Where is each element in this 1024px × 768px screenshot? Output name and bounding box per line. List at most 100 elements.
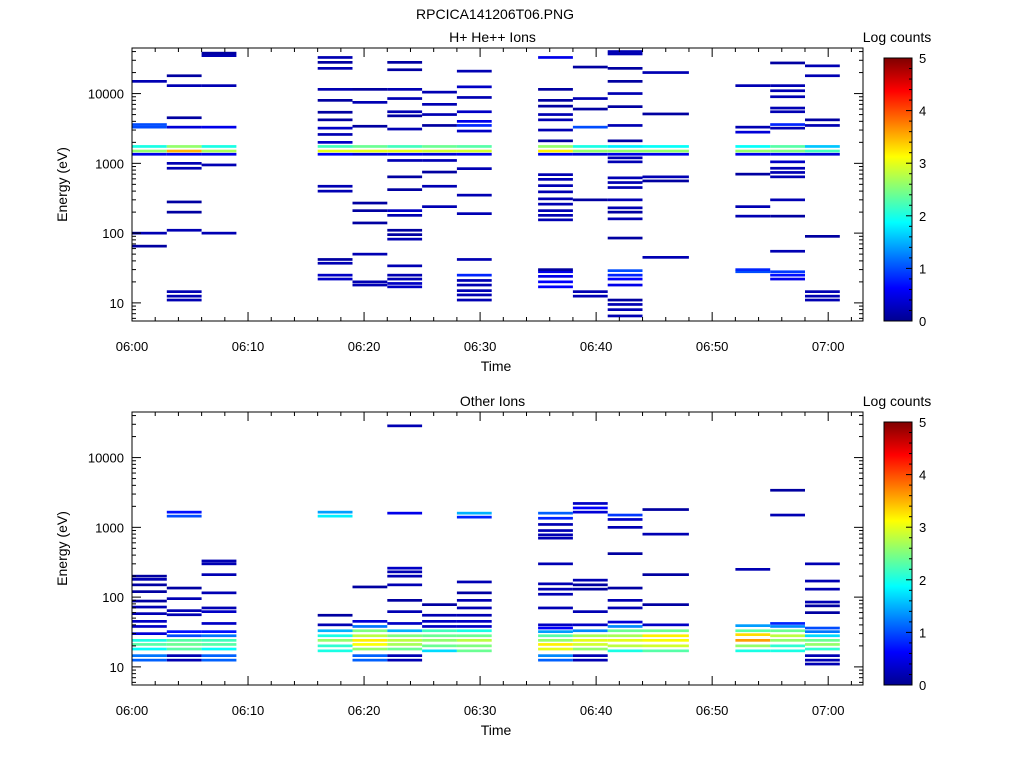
heatmap-cell (572, 634, 608, 638)
heatmap-cell (572, 578, 608, 582)
heatmap-cell (456, 634, 492, 638)
colorbar-tick-label: 4 (919, 104, 926, 119)
heatmap-cell (572, 107, 608, 111)
colorbar-tick-label: 3 (919, 520, 926, 535)
heatmap-cell (607, 160, 643, 164)
heatmap-cell (607, 186, 643, 189)
heatmap-cell (538, 523, 573, 526)
heatmap-column (538, 511, 573, 662)
heatmap-cell (770, 273, 805, 277)
heatmap-cell (572, 658, 608, 662)
heatmap-cell (201, 149, 237, 153)
heatmap-cell (422, 152, 457, 156)
heatmap-cell (201, 562, 237, 566)
heatmap-cell (770, 160, 805, 164)
heatmap-cell (642, 149, 689, 153)
heatmap-cell (538, 647, 573, 651)
heatmap-cell (607, 206, 643, 210)
heatmap-cell (166, 74, 202, 78)
x-tick-label: 06:10 (232, 703, 265, 718)
heatmap-cell (805, 630, 840, 633)
colorbar-tick-label: 2 (919, 209, 926, 224)
heatmap-cell (572, 583, 608, 587)
heatmap-cell (770, 152, 805, 156)
heatmap-cell (456, 606, 492, 610)
heatmap-cell (317, 261, 353, 265)
heatmap-cell (387, 237, 423, 241)
heatmap-cell (317, 649, 353, 653)
heatmap-cell (352, 149, 388, 153)
heatmap-cell (805, 626, 840, 630)
x-axis: 06:00 06:10 06:20 06:30 06:40 06:50 07:00 Time (116, 412, 852, 738)
heatmap-cell (607, 308, 643, 311)
heatmap-cell (317, 110, 353, 114)
heatmap-cell (166, 116, 202, 120)
heatmap-cell (735, 152, 771, 156)
heatmap-cell (607, 176, 643, 180)
heatmap-cell (538, 533, 573, 537)
colorbar-gradient (883, 57, 913, 322)
heatmap-cell (642, 508, 689, 511)
heatmap-cell (538, 128, 573, 132)
heatmap-cell (317, 56, 353, 59)
heatmap-cell (607, 67, 643, 70)
heatmap-cell (317, 634, 353, 638)
heatmap-cell (132, 244, 167, 248)
heatmap-cell (735, 633, 771, 636)
heatmap-cell (538, 56, 573, 59)
heatmap-cell (166, 162, 202, 165)
heatmap-cell (201, 54, 237, 57)
heatmap-cell (352, 280, 388, 284)
heatmap-cell (201, 647, 237, 651)
heatmap-cell (456, 279, 492, 282)
heatmap-cell (201, 654, 237, 657)
heatmap-cell (607, 620, 643, 624)
heatmap-cell (201, 606, 237, 610)
heatmap-cell (770, 95, 805, 99)
heatmap-cell (538, 582, 573, 586)
heatmap-cell (352, 221, 388, 225)
heatmap-cell (456, 258, 492, 261)
heatmap-cell (607, 181, 643, 184)
heatmap-cell (538, 152, 573, 156)
heatmap-cell (317, 277, 353, 281)
heatmap-cell (166, 613, 202, 617)
heatmap-cell (770, 149, 805, 153)
colorbar-tick-label: 0 (919, 314, 926, 329)
heatmap-cell (538, 99, 573, 102)
heatmap-cell (538, 285, 573, 289)
heatmap-cell (805, 124, 840, 127)
heatmap-cell (538, 113, 573, 116)
heatmap-cell (387, 583, 423, 587)
heatmap-column (317, 56, 353, 281)
heatmap-cell (201, 84, 237, 87)
heatmap-cell (735, 629, 771, 633)
heatmap-cell (387, 264, 423, 268)
heatmap-cell (166, 609, 202, 612)
heatmap-cell (735, 172, 771, 176)
heatmap-cell (770, 175, 805, 179)
x-tick-label: 06:40 (580, 703, 613, 718)
heatmap-cell (607, 644, 643, 648)
heatmap-cell (201, 145, 237, 148)
heatmap-cell (538, 202, 573, 206)
heatmap-cell (805, 562, 840, 566)
heatmap-cell (735, 145, 771, 148)
heatmap-cell (422, 649, 457, 653)
heatmap-column (352, 585, 388, 662)
heatmap-cell (132, 583, 167, 587)
heatmap-cell (387, 634, 423, 638)
heatmap-cell (572, 294, 608, 298)
heatmap-cell (735, 84, 771, 87)
heatmap-cell (201, 639, 237, 642)
heatmap-column (456, 69, 492, 302)
heatmap-cell (456, 511, 492, 515)
heatmap-cell (352, 647, 388, 651)
heatmap-cell (422, 205, 457, 208)
heatmap-cell (607, 198, 643, 202)
heatmap-cell (166, 294, 202, 298)
heatmap-cell (387, 233, 423, 236)
colorbar: Log counts 0 1 2 3 4 5 (863, 29, 932, 329)
heatmap-cell (387, 209, 423, 212)
